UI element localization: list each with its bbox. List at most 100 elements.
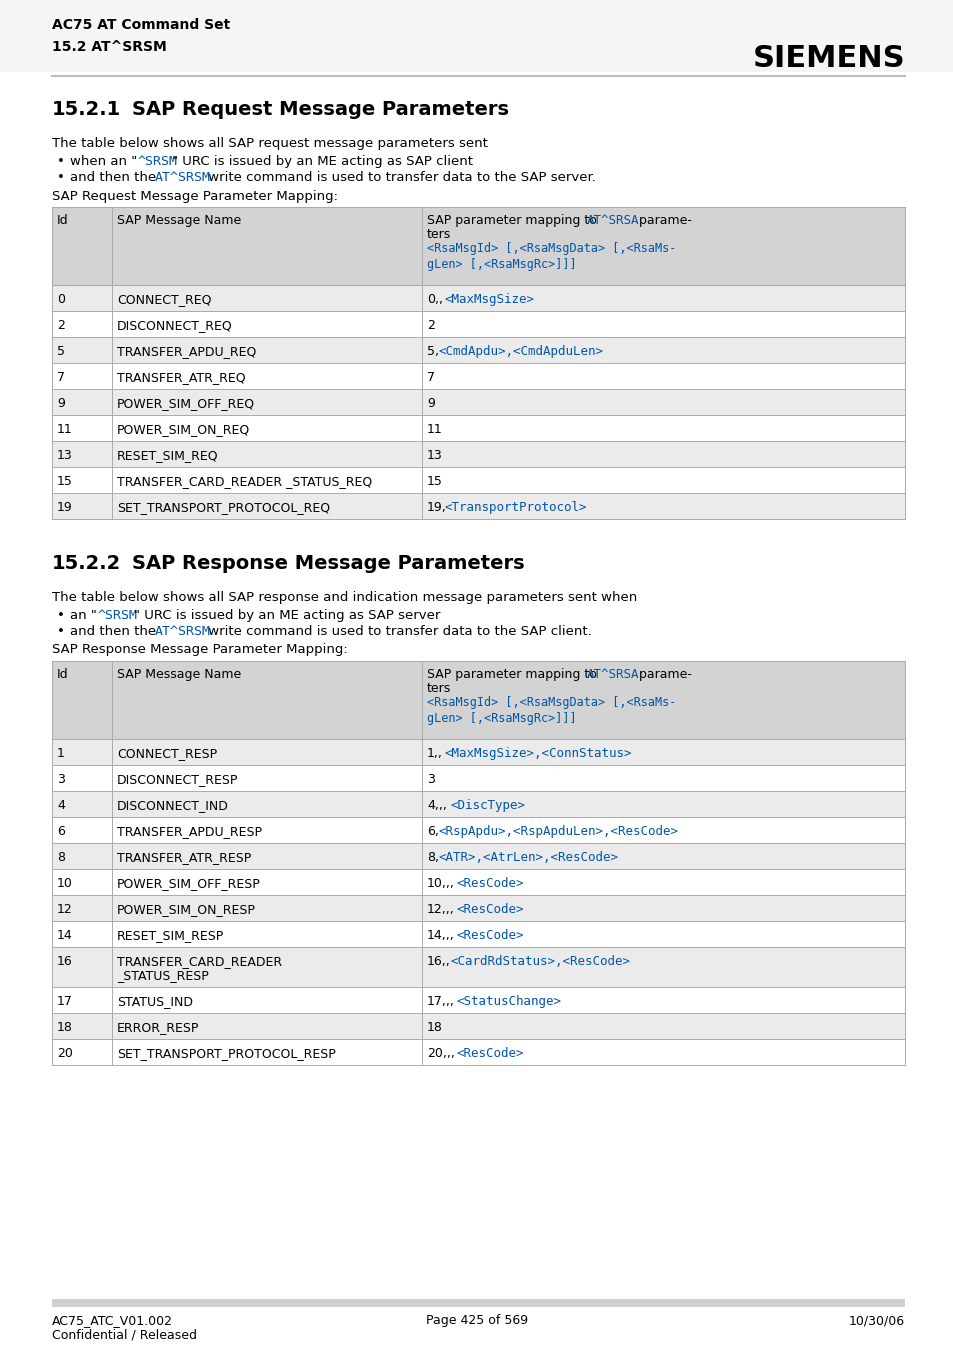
Text: <ResCode>: <ResCode> <box>456 877 524 890</box>
Text: •: • <box>57 155 65 168</box>
Text: SET_TRANSPORT_PROTOCOL_RESP: SET_TRANSPORT_PROTOCOL_RESP <box>117 1047 335 1061</box>
Text: SET_TRANSPORT_PROTOCOL_REQ: SET_TRANSPORT_PROTOCOL_REQ <box>117 501 330 513</box>
Text: TRANSFER_APDU_REQ: TRANSFER_APDU_REQ <box>117 345 256 358</box>
Text: 8: 8 <box>57 851 65 865</box>
Text: 14: 14 <box>57 929 72 942</box>
Text: 5: 5 <box>57 345 65 358</box>
Text: The table below shows all SAP request message parameters sent: The table below shows all SAP request me… <box>52 136 487 150</box>
Text: write command is used to transfer data to the SAP server.: write command is used to transfer data t… <box>204 172 596 184</box>
Text: and then the: and then the <box>70 172 160 184</box>
Bar <box>52 661 904 739</box>
Text: 0: 0 <box>57 293 65 305</box>
Bar <box>52 1013 904 1039</box>
Bar <box>52 894 904 921</box>
Text: 20: 20 <box>57 1047 72 1061</box>
Text: 15: 15 <box>427 476 442 488</box>
Text: 12,,,: 12,,, <box>427 902 455 916</box>
Text: AT^SRSM: AT^SRSM <box>154 626 211 638</box>
Text: " URC is issued by an ME acting as SAP client: " URC is issued by an ME acting as SAP c… <box>172 155 473 168</box>
Text: an ": an " <box>70 609 97 621</box>
Bar <box>52 947 904 988</box>
Text: <MaxMsgSize>,<ConnStatus>: <MaxMsgSize>,<ConnStatus> <box>444 747 632 761</box>
Text: TRANSFER_ATR_REQ: TRANSFER_ATR_REQ <box>117 372 245 384</box>
Text: 6: 6 <box>57 825 65 838</box>
Bar <box>52 790 904 817</box>
Text: SAP Request Message Parameters: SAP Request Message Parameters <box>132 100 509 119</box>
Text: <ATR>,<AtrLen>,<ResCode>: <ATR>,<AtrLen>,<ResCode> <box>438 851 618 865</box>
Text: 17,,,: 17,,, <box>427 994 455 1008</box>
Bar <box>52 739 904 765</box>
Text: " URC is issued by an ME acting as SAP server: " URC is issued by an ME acting as SAP s… <box>133 609 440 621</box>
Text: <CardRdStatus>,<ResCode>: <CardRdStatus>,<ResCode> <box>451 955 630 969</box>
Text: •: • <box>57 172 65 184</box>
Text: Confidential / Released: Confidential / Released <box>52 1329 196 1342</box>
Text: gLen> [,<RsaMsgRc>]]]: gLen> [,<RsaMsgRc>]]] <box>427 712 576 725</box>
Text: DISCONNECT_IND: DISCONNECT_IND <box>117 798 229 812</box>
Text: <StatusChange>: <StatusChange> <box>456 994 561 1008</box>
Text: 16: 16 <box>57 955 72 969</box>
Bar <box>52 440 904 467</box>
Text: when an ": when an " <box>70 155 137 168</box>
Bar <box>52 843 904 869</box>
Text: 11: 11 <box>427 423 442 436</box>
Text: 10,,,: 10,,, <box>427 877 455 890</box>
Text: DISCONNECT_RESP: DISCONNECT_RESP <box>117 773 238 786</box>
Text: ters: ters <box>427 682 451 694</box>
Text: STATUS_IND: STATUS_IND <box>117 994 193 1008</box>
Text: SAP Message Name: SAP Message Name <box>117 667 241 681</box>
Text: POWER_SIM_ON_REQ: POWER_SIM_ON_REQ <box>117 423 250 436</box>
Text: 2: 2 <box>57 319 65 332</box>
Text: SAP parameter mapping to: SAP parameter mapping to <box>427 667 600 681</box>
Text: parame-: parame- <box>635 667 691 681</box>
Bar <box>52 765 904 790</box>
Text: DISCONNECT_REQ: DISCONNECT_REQ <box>117 319 233 332</box>
Text: <ResCode>: <ResCode> <box>456 1047 524 1061</box>
Text: 13: 13 <box>57 449 72 462</box>
Text: POWER_SIM_OFF_RESP: POWER_SIM_OFF_RESP <box>117 877 260 890</box>
Text: 4: 4 <box>57 798 65 812</box>
Text: 3: 3 <box>427 773 435 786</box>
Bar <box>52 389 904 415</box>
Text: SAP Message Name: SAP Message Name <box>117 213 241 227</box>
Text: •: • <box>57 626 65 638</box>
Text: 18: 18 <box>57 1021 72 1034</box>
Text: AT^SRSA: AT^SRSA <box>586 213 639 227</box>
Bar <box>52 493 904 519</box>
Text: <ResCode>: <ResCode> <box>456 902 524 916</box>
Text: CONNECT_RESP: CONNECT_RESP <box>117 747 217 761</box>
Text: ters: ters <box>427 228 451 240</box>
Text: 9: 9 <box>427 397 435 409</box>
Bar <box>52 336 904 363</box>
Text: Id: Id <box>57 667 69 681</box>
Text: 6,: 6, <box>427 825 438 838</box>
Text: <MaxMsgSize>: <MaxMsgSize> <box>444 293 535 305</box>
Text: 18: 18 <box>427 1021 442 1034</box>
Text: RESET_SIM_REQ: RESET_SIM_REQ <box>117 449 218 462</box>
Text: gLen> [,<RsaMsgRc>]]]: gLen> [,<RsaMsgRc>]]] <box>427 258 576 272</box>
Text: 16,,: 16,, <box>427 955 450 969</box>
Text: 1,,: 1,, <box>427 747 442 761</box>
Text: 19: 19 <box>57 501 72 513</box>
Text: 13: 13 <box>427 449 442 462</box>
Text: <RsaMsgId> [,<RsaMsgData> [,<RsaMs-: <RsaMsgId> [,<RsaMsgData> [,<RsaMs- <box>427 242 676 255</box>
Text: TRANSFER_CARD_READER _STATUS_REQ: TRANSFER_CARD_READER _STATUS_REQ <box>117 476 372 488</box>
Text: 12: 12 <box>57 902 72 916</box>
Text: 15: 15 <box>57 476 72 488</box>
Bar <box>52 363 904 389</box>
Bar <box>52 285 904 311</box>
Bar <box>52 467 904 493</box>
Text: 20,,,: 20,,, <box>427 1047 455 1061</box>
Text: 19,: 19, <box>427 501 446 513</box>
Text: ERROR_RESP: ERROR_RESP <box>117 1021 199 1034</box>
Text: ^SRSM: ^SRSM <box>138 155 178 168</box>
Text: 15.2.2: 15.2.2 <box>52 554 121 573</box>
Text: <RspApdu>,<RspApduLen>,<ResCode>: <RspApdu>,<RspApduLen>,<ResCode> <box>438 825 679 838</box>
Text: 11: 11 <box>57 423 72 436</box>
Text: TRANSFER_APDU_RESP: TRANSFER_APDU_RESP <box>117 825 262 838</box>
Text: SAP Response Message Parameters: SAP Response Message Parameters <box>132 554 524 573</box>
Text: Id: Id <box>57 213 69 227</box>
Bar <box>0 0 953 72</box>
Text: 0,,: 0,, <box>427 293 442 305</box>
Bar <box>52 869 904 894</box>
Text: CONNECT_REQ: CONNECT_REQ <box>117 293 212 305</box>
